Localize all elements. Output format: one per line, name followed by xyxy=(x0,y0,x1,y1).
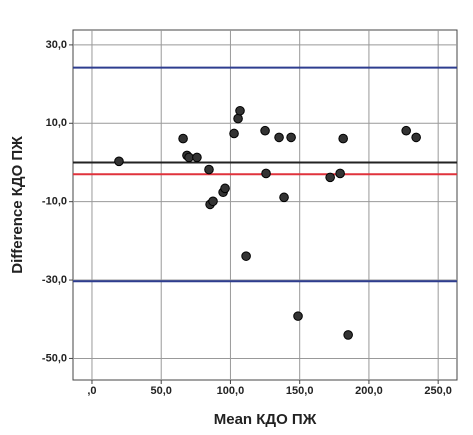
data-point xyxy=(338,133,348,144)
data-point xyxy=(274,132,284,143)
data-point xyxy=(286,132,296,143)
data-point xyxy=(241,251,251,261)
data-point xyxy=(208,196,218,207)
x-tick-label: 200,0 xyxy=(355,385,383,397)
data-point xyxy=(192,152,202,163)
y-tick-label: -50,0 xyxy=(42,352,67,364)
y-tick-label: 30,0 xyxy=(46,39,67,51)
data-point xyxy=(235,105,245,116)
y-tick-label: -10,0 xyxy=(42,196,67,208)
data-point xyxy=(229,128,239,139)
data-point xyxy=(204,164,214,175)
data-point xyxy=(233,113,243,124)
x-tick-label: 150,0 xyxy=(286,385,314,397)
data-point xyxy=(343,330,353,340)
data-point xyxy=(293,311,303,321)
data-point xyxy=(178,133,188,144)
data-point xyxy=(325,172,335,183)
data-point xyxy=(335,168,345,179)
data-point xyxy=(114,156,124,167)
x-axis-title: Mean КДО ПЖ xyxy=(214,411,317,428)
data-point xyxy=(220,183,230,194)
x-tick-label: ,0 xyxy=(87,385,96,397)
x-tick-label: 100,0 xyxy=(217,385,245,397)
data-point xyxy=(401,125,411,136)
data-point xyxy=(260,125,270,136)
x-tick-label: 250,0 xyxy=(424,385,452,397)
y-tick-label: -30,0 xyxy=(42,274,67,286)
plot-frame xyxy=(72,29,458,381)
y-tick-label: 10,0 xyxy=(46,117,67,129)
data-point xyxy=(279,192,289,203)
data-point xyxy=(411,132,421,143)
data-point xyxy=(184,152,194,163)
data-point xyxy=(261,168,271,179)
y-axis-title: Difference КДО ПЖ xyxy=(9,136,26,274)
x-tick-label: 50,0 xyxy=(150,385,171,397)
